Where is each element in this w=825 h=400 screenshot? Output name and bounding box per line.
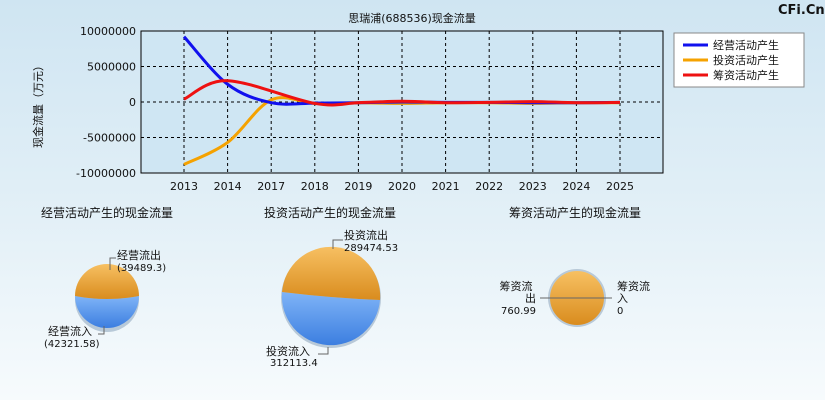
pie-investing-leader-inflow: [318, 347, 329, 355]
pie-operating-leader-inflow: [98, 326, 105, 335]
legend: 经营活动产生 投资活动产生 筹资活动产生: [673, 32, 805, 88]
pie-investing-slice-outflow: [282, 246, 381, 300]
y-tick-label: 10000000: [80, 25, 136, 38]
x-tick-label: 2018: [301, 180, 329, 193]
pie-operating-label-outflow: 经营流出: [117, 248, 161, 262]
y-tick-label: 0: [129, 96, 136, 109]
y-axis-label: 现金流量（万元）: [31, 60, 45, 148]
x-tick-label: 2020: [388, 180, 416, 193]
series-lines: [182, 35, 621, 166]
pie-operating-slice-outflow: [75, 264, 139, 299]
pie-financing-label-inflow: 筹资流 入: [617, 279, 654, 305]
y-tick-label: 5000000: [87, 61, 136, 74]
pie-operating: 经营流出 (39489.3) 经营流入 (42321.58): [44, 248, 166, 350]
x-tick-label: 2022: [475, 180, 503, 193]
y-tick-label: -5000000: [83, 132, 136, 145]
legend-box: [673, 32, 805, 88]
x-tick-labels: 2013 2014 2017 2018 2019 2020 2021 2022 2023 2024…: [170, 180, 634, 193]
x-tick-label: 2025: [606, 180, 634, 193]
x-tick-label: 2017: [257, 180, 285, 193]
legend-label-investing: 投资活动产生: [713, 53, 779, 67]
series-line-2: [183, 79, 621, 107]
x-tick-label: 2013: [170, 180, 198, 193]
pie-investing-leader-outflow: [332, 239, 343, 249]
pie-investing-label-inflow: 投资流入: [266, 344, 310, 358]
line-chart-title: 思瑞浦(688536)现金流量: [348, 11, 476, 25]
x-tick-label: 2021: [432, 180, 460, 193]
pie-investing-value-outflow: 289474.53: [344, 243, 398, 254]
pie-operating-value-inflow: (42321.58): [44, 339, 100, 350]
legend-label-operating: 经营活动产生: [713, 38, 779, 52]
pie-investing: 投资流出 289474.53 投资流入 312113.4: [266, 228, 398, 369]
x-tick-label: 2024: [562, 180, 590, 193]
watermark: CFi.Cn: [778, 3, 825, 18]
x-tick-label: 2014: [214, 180, 242, 193]
pie-operating-leader-outflow: [109, 257, 116, 270]
pie-operating-title: 经营活动产生的现金流量: [41, 205, 173, 220]
x-tick-label: 2019: [344, 180, 372, 193]
pie-investing-label-outflow: 投资流出: [344, 228, 388, 242]
pie-investing-title: 投资活动产生的现金流量: [264, 205, 396, 220]
pie-financing-value-inflow: 0: [617, 306, 623, 317]
pie-investing-slice-inflow: [281, 292, 380, 346]
pie-operating-label-inflow: 经营流入: [48, 324, 92, 338]
y-tick-labels: 10000000 5000000 0 -5000000 -10000000: [76, 25, 136, 180]
pie-investing-value-inflow: 312113.4: [270, 358, 318, 369]
legend-label-financing: 筹资活动产生: [713, 68, 779, 82]
pie-operating-slice-inflow: [75, 296, 139, 328]
y-tick-label: -10000000: [76, 167, 136, 180]
pie-financing-label-outflow: 筹资流 出: [500, 279, 537, 305]
pie-operating-value-outflow: (39489.3): [117, 263, 166, 274]
pie-financing-value-outflow: 760.99: [501, 306, 536, 317]
x-tick-label: 2023: [519, 180, 547, 193]
pie-financing: 筹资流 出 760.99 筹资流 入 0: [500, 269, 654, 327]
pie-financing-title: 筹资活动产生的现金流量: [509, 205, 641, 220]
